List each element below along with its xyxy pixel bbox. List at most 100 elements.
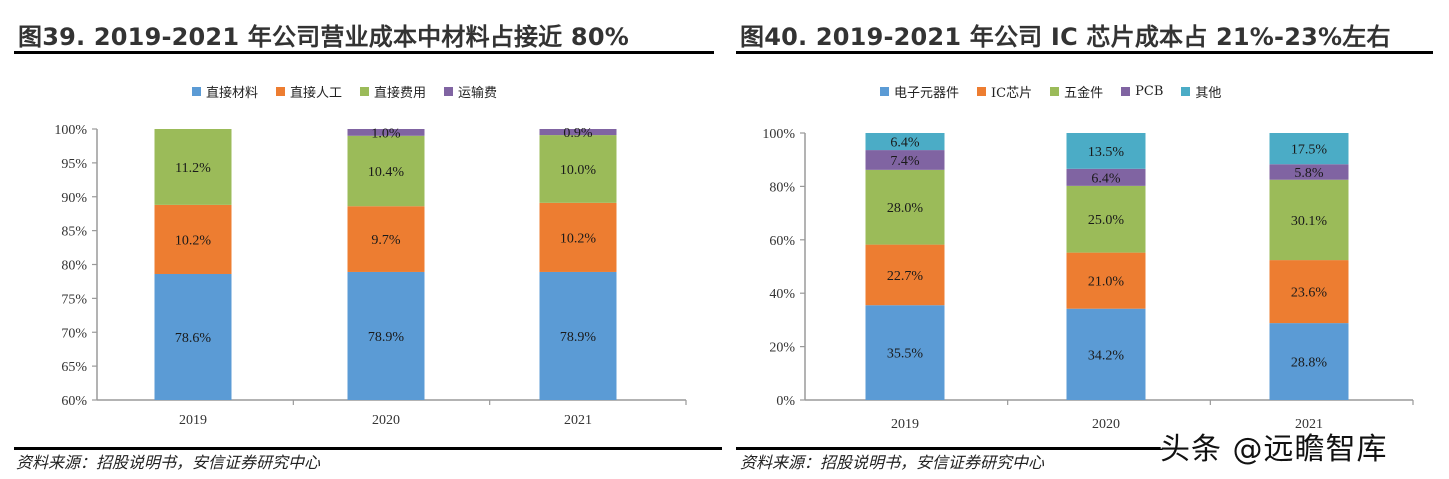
bar-segment <box>1269 164 1349 180</box>
data-label: 10.4% <box>368 165 405 180</box>
x-category-label: 2021 <box>1295 417 1323 432</box>
watermark: 头条 @远瞻智库 <box>1160 432 1388 467</box>
bar-segment <box>154 204 232 274</box>
data-label: 22.7% <box>887 269 924 284</box>
legend-item-ic-chip: IC芯片 <box>977 82 1032 101</box>
y-tick-label: 60% <box>61 394 87 409</box>
bar-segment <box>154 273 232 400</box>
bar-segment <box>539 202 617 272</box>
data-label: 25.0% <box>1088 213 1125 228</box>
bar-segment <box>1269 179 1349 261</box>
y-tick-label: 100% <box>762 127 795 142</box>
data-label: 9.7% <box>371 233 401 248</box>
x-category-label: 2021 <box>564 413 592 428</box>
bar-segment <box>865 169 945 245</box>
figure-40-source: 资料来源：招股说明书，安信证券研究中心 <box>740 453 1045 472</box>
data-label: 7.4% <box>890 154 920 169</box>
bar-segment <box>1066 168 1146 186</box>
legend-label: 电子元器件 <box>894 86 960 101</box>
data-label: 28.8% <box>1291 356 1328 371</box>
data-label: 78.6% <box>175 331 212 346</box>
data-label: 6.4% <box>1091 171 1121 186</box>
y-tick-label: 100% <box>54 123 87 138</box>
bar-segment <box>1066 185 1146 253</box>
bar-segment <box>1066 252 1146 309</box>
legend-label: 直接材料 <box>206 86 259 101</box>
bar-segment <box>347 206 425 272</box>
y-tick-label: 85% <box>61 225 87 240</box>
legend-label: PCB <box>1135 84 1164 99</box>
data-label: 10.2% <box>175 233 212 248</box>
legend-item-direct-labor: 直接人工 <box>276 82 342 101</box>
y-tick-label: 60% <box>769 234 795 249</box>
bar-segment <box>1269 133 1349 165</box>
bar-segment <box>865 244 945 306</box>
bar-segment <box>1269 323 1349 400</box>
data-label: 0.9% <box>563 126 593 141</box>
bar-segment <box>1066 308 1146 400</box>
legend-swatch <box>880 87 889 96</box>
title-rule <box>14 51 714 54</box>
legend-item-pcb: PCB <box>1121 82 1163 101</box>
source-rule <box>736 447 1176 450</box>
legend-label: 五金件 <box>1064 86 1104 101</box>
bar-segment <box>347 271 425 400</box>
legend-swatch <box>1121 87 1131 96</box>
bar-segment <box>347 129 425 136</box>
data-label: 10.2% <box>560 231 597 246</box>
bar-segment <box>539 271 617 400</box>
y-tick-label: 0% <box>776 394 795 409</box>
legend-item-hardware: 五金件 <box>1050 82 1103 101</box>
legend-item-freight: 运输费 <box>444 82 497 101</box>
legend-label: 其他 <box>1195 86 1222 101</box>
data-label: 28.0% <box>887 201 924 216</box>
bar-segment <box>865 305 945 400</box>
x-category-label: 2019 <box>891 417 919 432</box>
figure-39-legend: 直接材料 直接人工 直接费用 运输费 <box>192 82 497 101</box>
bar-segment <box>154 129 232 205</box>
legend-label: IC芯片 <box>991 86 1033 101</box>
data-label: 11.2% <box>175 161 211 176</box>
bar-segment <box>347 135 425 207</box>
legend-swatch <box>977 87 987 96</box>
figure-39-source: 资料来源：招股说明书，安信证券研究中心 <box>16 453 321 472</box>
y-tick-label: 95% <box>61 157 87 172</box>
legend-swatch <box>444 87 454 96</box>
bar-segment <box>865 133 945 151</box>
legend-swatch <box>1181 87 1191 96</box>
y-tick-label: 75% <box>61 292 87 307</box>
data-label: 78.9% <box>368 330 405 345</box>
data-label: 34.2% <box>1088 348 1125 363</box>
y-tick-label: 20% <box>769 341 795 356</box>
data-label: 21.0% <box>1088 275 1125 290</box>
data-label: 10.0% <box>560 163 597 178</box>
legend-swatch <box>192 87 201 96</box>
legend-swatch <box>1050 87 1060 96</box>
legend-swatch <box>360 87 370 96</box>
legend-item-electronic-components: 电子元器件 <box>880 82 959 101</box>
data-label: 5.8% <box>1294 166 1324 181</box>
bar-segment <box>1269 260 1349 324</box>
bar-segment <box>539 135 617 203</box>
figure-39-title: 图39. 2019-2021 年公司营业成本中材料占接近 80% <box>18 23 629 51</box>
data-label: 13.5% <box>1088 145 1125 160</box>
legend-label: 运输费 <box>458 86 498 101</box>
y-tick-label: 70% <box>61 326 87 341</box>
data-label: 1.0% <box>371 126 401 141</box>
data-label: 6.4% <box>890 136 920 151</box>
legend-label: 直接费用 <box>374 86 427 101</box>
bar-segment <box>1066 133 1146 169</box>
y-tick-label: 40% <box>769 287 795 302</box>
figure-40-title: 图40. 2019-2021 年公司 IC 芯片成本占 21%-23%左右 <box>740 23 1391 51</box>
source-rule <box>14 447 722 450</box>
legend-item-direct-expense: 直接费用 <box>360 82 426 101</box>
y-tick-label: 80% <box>769 180 795 195</box>
x-category-label: 2019 <box>179 413 207 428</box>
x-category-label: 2020 <box>372 413 400 428</box>
data-label: 17.5% <box>1291 143 1328 158</box>
bar-segment <box>865 150 945 170</box>
y-tick-label: 65% <box>61 360 87 375</box>
data-label: 30.1% <box>1291 214 1328 229</box>
bar-segment <box>539 129 617 136</box>
